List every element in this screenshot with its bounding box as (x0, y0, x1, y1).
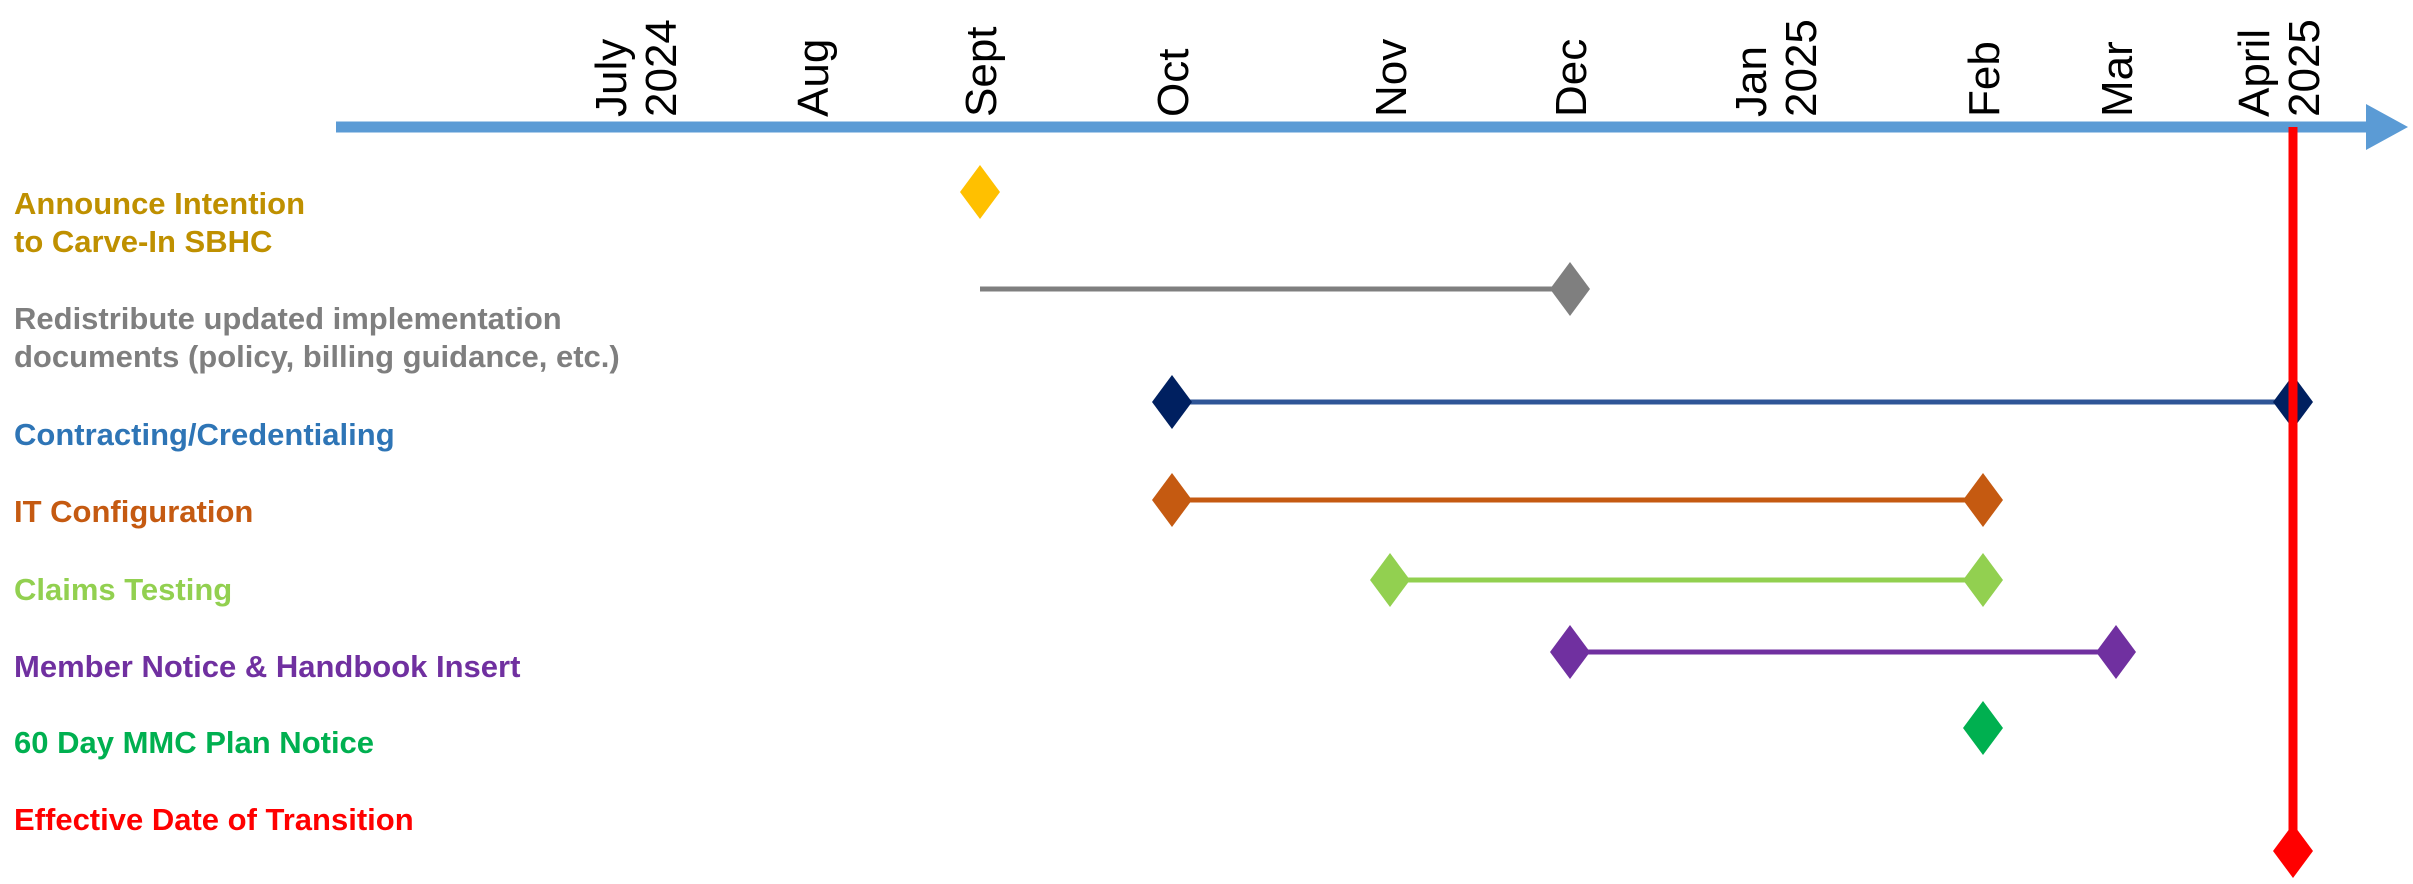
month-label: Feb (1960, 41, 2009, 117)
month-year: 2025 (1777, 19, 1826, 117)
month-label: July2024 (587, 19, 686, 117)
month-label: Oct (1149, 49, 1198, 117)
task-label: to Carve-In SBHC (14, 224, 272, 259)
task-end-diamond (1963, 553, 2003, 607)
task-milestone-diamond (960, 165, 1000, 219)
task-milestone-diamond (1963, 701, 2003, 755)
month-label: Sept (957, 26, 1006, 117)
month-name: April (2230, 29, 2279, 117)
task-label: Effective Date of Transition (14, 802, 414, 837)
month-label: Mar (2093, 41, 2142, 117)
month-label: Dec (1547, 39, 1596, 117)
month-name: Jan (1727, 46, 1776, 117)
task-label: 60 Day MMC Plan Notice (14, 725, 374, 760)
task-start-diamond (1370, 553, 1410, 607)
month-name: July (587, 39, 636, 117)
month-year: 2025 (2280, 19, 2329, 117)
task-end-diamond (1963, 473, 2003, 527)
task-label: Contracting/Credentialing (14, 417, 395, 452)
task-label: Member Notice & Handbook Insert (14, 649, 520, 684)
task-end-diamond (2096, 625, 2136, 679)
task-milestone-diamond (2273, 824, 2313, 878)
month-label: Jan2025 (1727, 19, 1826, 117)
task-label: Announce Intention (14, 186, 305, 221)
task-start-diamond (1152, 473, 1192, 527)
task-label: IT Configuration (14, 494, 253, 529)
task-label: Redistribute updated implementation (14, 301, 562, 336)
task-label: Claims Testing (14, 572, 232, 607)
task-start-diamond (1550, 625, 1590, 679)
month-year: 2024 (637, 19, 686, 117)
month-label: April2025 (2230, 19, 2329, 117)
task-label: documents (policy, billing guidance, etc… (14, 339, 620, 374)
timeline-axis-arrowhead (2366, 104, 2408, 150)
month-label: Nov (1367, 39, 1416, 117)
task-start-diamond (1152, 375, 1192, 429)
month-label: Aug (789, 39, 838, 117)
task-end-diamond (1550, 262, 1590, 316)
